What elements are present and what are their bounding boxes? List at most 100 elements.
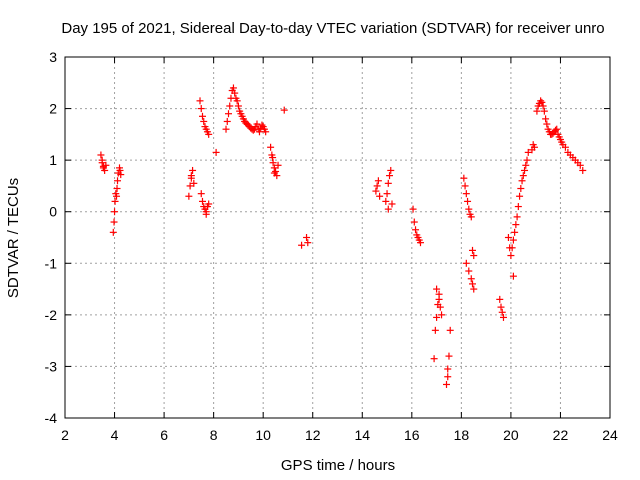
data-point [539,102,547,110]
data-point [205,130,213,138]
data-point [504,234,512,241]
data-point [197,105,205,113]
data-point [189,166,197,174]
data-point [111,197,119,205]
data-point [185,192,193,200]
data-point [233,97,241,105]
data-point [253,120,261,128]
data-point [186,182,194,190]
data-point [507,252,515,260]
data-point [196,97,204,105]
data-point [229,84,237,92]
x-tick-label: 10 [255,427,271,443]
data-point [262,128,270,136]
data-point [435,290,443,298]
data-point [101,166,109,174]
data-point [436,303,444,311]
x-axis-label: GPS time / hours [281,457,395,474]
data-point [373,182,381,190]
data-point [445,352,453,360]
data-point [374,177,382,185]
data-point [513,213,521,221]
data-point [113,185,121,193]
data-point [111,208,119,216]
data-point [552,126,559,134]
data-point [258,121,266,129]
data-point [205,200,213,208]
data-point [298,241,306,249]
data-point [537,97,545,105]
data-point [113,192,121,200]
y-tick-label: -4 [45,410,58,426]
data-point [576,161,584,169]
data-point [519,172,527,180]
data-point [376,192,384,200]
data-point [508,244,516,252]
data-point [280,106,288,114]
data-point [384,179,392,187]
data-point [540,107,548,115]
data-point [509,272,517,280]
data-point [461,182,469,190]
data-point [443,380,450,388]
data-point [444,373,452,381]
data-point [433,313,441,321]
data-point [524,148,532,156]
data-point [446,326,454,334]
data-point [269,154,277,162]
data-point [97,151,105,159]
data-point [467,213,475,221]
x-tick-label: 4 [111,427,119,443]
y-tick-label: 1 [49,152,57,168]
data-point [202,210,210,218]
data-point [409,205,417,213]
grid-lines [65,57,610,418]
data-point [223,117,231,125]
data-point [533,107,541,115]
data-point [467,275,475,283]
data-point [523,156,531,164]
data-point [274,161,282,169]
y-tick-label: 2 [49,101,57,117]
data-point [383,190,391,198]
y-tick-label: 3 [49,49,57,65]
data-point [496,295,504,303]
data-point [270,169,278,177]
data-point [110,218,118,226]
data-point [410,218,418,226]
y-tick-label: -2 [45,307,58,323]
x-tick-label: 6 [160,427,168,443]
x-tick-label: 22 [553,427,569,443]
y-tick-label: 0 [49,204,57,220]
data-point [462,259,470,267]
x-tick-label: 2 [61,427,69,443]
x-tick-label: 24 [602,427,618,443]
y-axis-label: SDTVAR / TECUs [5,178,22,298]
y-tick-label: -3 [45,358,58,374]
data-point [200,117,208,125]
x-tick-label: 8 [210,427,218,443]
chart-title: Day 195 of 2021, Sidereal Day-to-day VTE… [61,20,604,37]
data-point [304,239,312,247]
data-point [212,148,220,156]
data-point [372,187,380,195]
data-point [382,197,390,205]
data-point [222,125,230,133]
data-points [97,84,587,388]
data-point [469,280,477,288]
data-point [190,179,198,187]
data-point [98,156,106,164]
x-tick-label: 14 [354,427,370,443]
data-point [198,112,206,120]
data-point [444,365,452,373]
plot-frame [64,56,611,419]
data-point [116,166,124,174]
data-point [384,205,392,213]
data-point [516,192,524,200]
data-point [470,252,478,260]
data-point [225,110,232,118]
data-point [226,102,234,110]
data-point [517,185,525,193]
